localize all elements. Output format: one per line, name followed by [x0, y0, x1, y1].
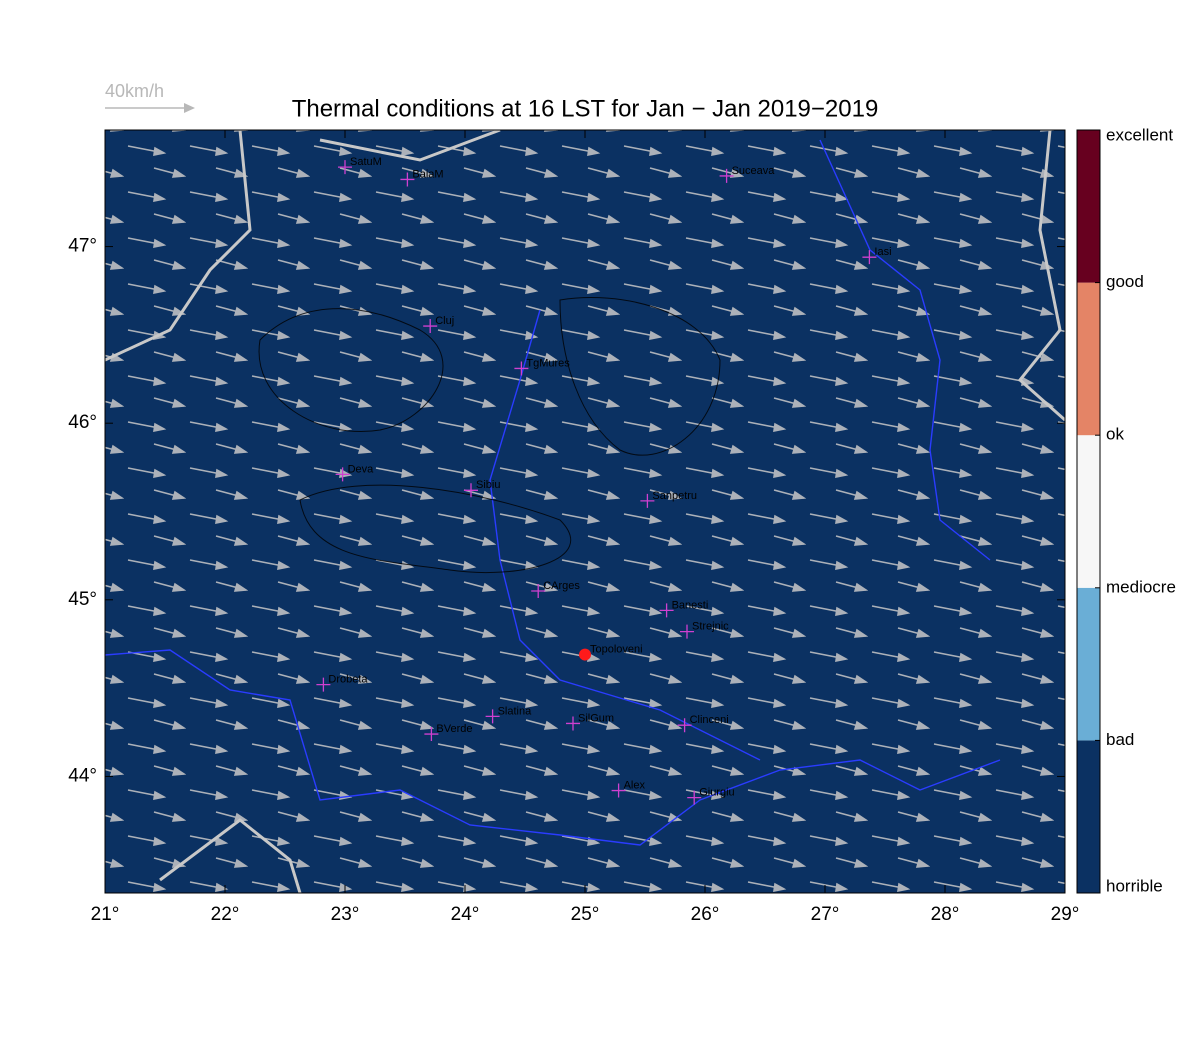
- x-tick-label: 24°: [451, 904, 480, 925]
- city-label: BVerde: [436, 723, 472, 735]
- city-label: Sibiu: [476, 479, 500, 491]
- city-label: Clinceni: [690, 714, 729, 726]
- colorbar-label: bad: [1106, 730, 1134, 749]
- colorbar-segment: [1077, 435, 1100, 588]
- x-tick-label: 23°: [331, 904, 360, 925]
- city-marker: [680, 624, 694, 639]
- city-label: Giurgiu: [699, 787, 734, 799]
- city-label: Cluj: [435, 315, 454, 327]
- city-marker: [640, 493, 655, 508]
- colorbar-label: ok: [1106, 425, 1124, 444]
- city-marker: [566, 716, 580, 731]
- x-tick-label: 27°: [811, 904, 840, 925]
- colorbar-label: good: [1106, 272, 1144, 291]
- colorbar-frame: [1076, 129, 1101, 894]
- city-label: Alex: [624, 779, 646, 791]
- city-label: Iasi: [874, 246, 891, 258]
- city-marker: [335, 467, 350, 482]
- chart-title: Thermal conditions at 16 LST for Jan − J…: [292, 95, 879, 122]
- colorbar-segment: [1077, 740, 1100, 893]
- x-tick-label: 28°: [931, 904, 960, 925]
- x-tick-label: 22°: [211, 904, 240, 925]
- y-tick-label: 46°: [68, 412, 97, 433]
- highlight-city: [579, 648, 591, 661]
- x-tick-label: 25°: [571, 904, 600, 925]
- city-marker: [485, 709, 500, 724]
- scale-arrow: [105, 103, 195, 113]
- city-label: BaiaM: [412, 168, 443, 180]
- city-label: Banesti: [672, 599, 709, 611]
- colorbar-label: mediocre: [1106, 577, 1176, 596]
- city-marker: [400, 172, 415, 187]
- city-marker: [338, 160, 352, 175]
- city-label: TgMures: [526, 357, 570, 369]
- city-label: CArges: [543, 580, 580, 592]
- city-marker: [316, 677, 331, 692]
- city-label: Suceava: [732, 165, 776, 177]
- city-marker: [531, 583, 546, 598]
- x-tick-label: 26°: [691, 904, 720, 925]
- city-marker: [719, 168, 734, 183]
- x-tick-label: 21°: [91, 904, 120, 925]
- rivers: [105, 139, 1001, 846]
- city-label: Deva: [348, 463, 375, 475]
- city-marker: [862, 250, 877, 265]
- colorbar-segment: [1077, 282, 1100, 436]
- colorbar-label: excellent: [1106, 125, 1173, 144]
- city-marker: [423, 319, 438, 334]
- city-label: SatuM: [350, 156, 382, 168]
- map-layers: [105, 130, 1065, 893]
- borders: [105, 130, 1065, 893]
- city-label: Sanpetru: [652, 490, 697, 502]
- city-label: SilGum: [578, 712, 614, 724]
- city-marker: [659, 603, 674, 618]
- x-tick-label: 29°: [1051, 904, 1080, 925]
- wind-arrows: [105, 130, 1065, 893]
- city-marker: [424, 727, 439, 742]
- y-tick-label: 44°: [68, 765, 97, 786]
- city-label: Slatina: [498, 705, 533, 717]
- colorbar-label: horrible: [1106, 876, 1163, 895]
- terrain-contours: [258, 297, 721, 573]
- city-marker: [687, 790, 702, 805]
- city-label: Topoloveni: [590, 643, 643, 655]
- scale-label: 40km/h: [105, 81, 164, 101]
- city-marker: [464, 483, 478, 498]
- city-label: Drobeta: [328, 673, 368, 685]
- colorbar-segment: [1077, 587, 1100, 741]
- city-marker: [677, 718, 692, 733]
- city-marker: [514, 361, 529, 376]
- colorbar-segment: [1077, 130, 1100, 283]
- y-tick-label: 45°: [68, 589, 97, 610]
- y-tick-label: 47°: [68, 236, 97, 257]
- city-marker: [611, 783, 626, 798]
- city-label: Strejnic: [692, 621, 729, 633]
